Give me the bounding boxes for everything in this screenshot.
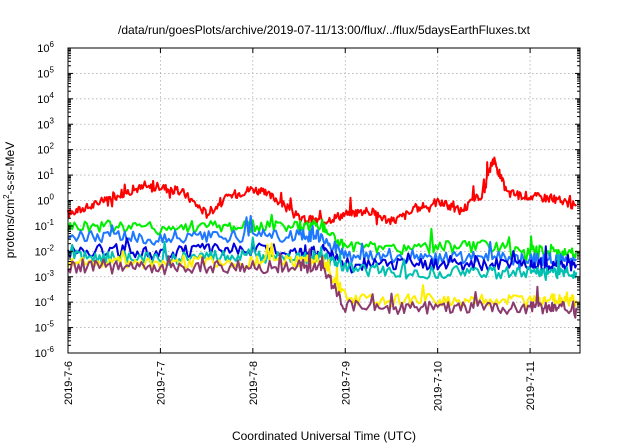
y-axis-label-base: protons/cm bbox=[3, 199, 17, 258]
y-tick-label-exp: -3 bbox=[47, 269, 55, 278]
y-tick-label: 10-4 bbox=[35, 294, 55, 309]
y-axis-label: protons/cm2-s-sr-MeV bbox=[2, 142, 17, 258]
y-tick-label-base: 10 bbox=[35, 348, 47, 360]
y-tick-label-base: 10 bbox=[37, 170, 49, 182]
y-tick-label-base: 10 bbox=[37, 43, 49, 55]
y-tick-label: 100 bbox=[37, 193, 54, 208]
x-tick-label: 2019-7-6 bbox=[63, 361, 75, 405]
x-tick-label: 2019-7-11 bbox=[525, 361, 537, 410]
y-tick-label-base: 10 bbox=[37, 145, 49, 157]
y-tick-label-base: 10 bbox=[35, 323, 47, 335]
y-tick-label-exp: 6 bbox=[50, 40, 55, 49]
y-tick-label-base: 10 bbox=[35, 297, 47, 309]
y-tick-label: 106 bbox=[37, 40, 54, 55]
y-tick-label: 102 bbox=[37, 142, 54, 157]
y-tick-label: 10-3 bbox=[35, 269, 55, 284]
y-axis-label-sup: 2 bbox=[2, 194, 11, 199]
y-tick-label-exp: -2 bbox=[47, 243, 55, 252]
y-tick-label-exp: 3 bbox=[50, 116, 55, 125]
y-tick-label-base: 10 bbox=[37, 68, 49, 80]
y-tick-label-base: 10 bbox=[37, 119, 49, 131]
y-tick-label-base: 10 bbox=[35, 272, 47, 284]
y-tick-label: 10-1 bbox=[35, 218, 55, 233]
x-axis-label: Coordinated Universal Time (UTC) bbox=[232, 429, 416, 443]
x-tick-label: 2019-7-7 bbox=[155, 361, 167, 405]
y-tick-label-base: 10 bbox=[35, 221, 47, 233]
y-tick-label: 10-6 bbox=[35, 345, 55, 360]
x-tick-label: 2019-7-9 bbox=[340, 361, 352, 405]
series-line bbox=[67, 156, 578, 226]
y-tick-label-exp: -6 bbox=[47, 345, 55, 354]
y-tick-label-exp: 4 bbox=[50, 91, 55, 100]
y-tick-label-exp: 5 bbox=[50, 65, 55, 74]
y-tick-label: 103 bbox=[37, 116, 54, 131]
y-tick-label-exp: -5 bbox=[47, 320, 55, 329]
y-tick-label-base: 10 bbox=[37, 94, 49, 106]
y-tick-label-exp: 2 bbox=[50, 142, 55, 151]
y-axis-label-rest: -s-sr-MeV bbox=[3, 142, 17, 195]
y-tick-label: 105 bbox=[37, 65, 54, 80]
y-tick-label-base: 10 bbox=[35, 246, 47, 258]
series-line bbox=[67, 248, 578, 319]
y-tick-label: 101 bbox=[37, 167, 54, 182]
series-lines bbox=[67, 156, 578, 319]
x-tick-label: 2019-7-10 bbox=[433, 361, 445, 411]
y-axis-ticks: 10-610-510-410-310-210-11001011021031041… bbox=[35, 40, 580, 360]
y-tick-label: 10-2 bbox=[35, 243, 55, 258]
x-axis-ticks: 2019-7-6 2019-7-7 2019-7-8 2019-7-9 2019-7-1… bbox=[63, 48, 537, 411]
chart-title: /data/run/goesPlots/archive/2019-07-11/1… bbox=[118, 23, 531, 37]
y-tick-label: 10-5 bbox=[35, 320, 55, 335]
y-tick-label-exp: -1 bbox=[47, 218, 55, 227]
y-tick-label-base: 10 bbox=[37, 196, 49, 208]
y-tick-label-exp: 0 bbox=[50, 193, 55, 202]
y-tick-label-exp: -4 bbox=[47, 294, 55, 303]
y-tick-label: 104 bbox=[37, 91, 54, 106]
y-tick-label-exp: 1 bbox=[50, 167, 55, 176]
series-line bbox=[67, 213, 578, 265]
series-line bbox=[67, 214, 578, 271]
x-tick-label: 2019-7-8 bbox=[248, 361, 260, 405]
